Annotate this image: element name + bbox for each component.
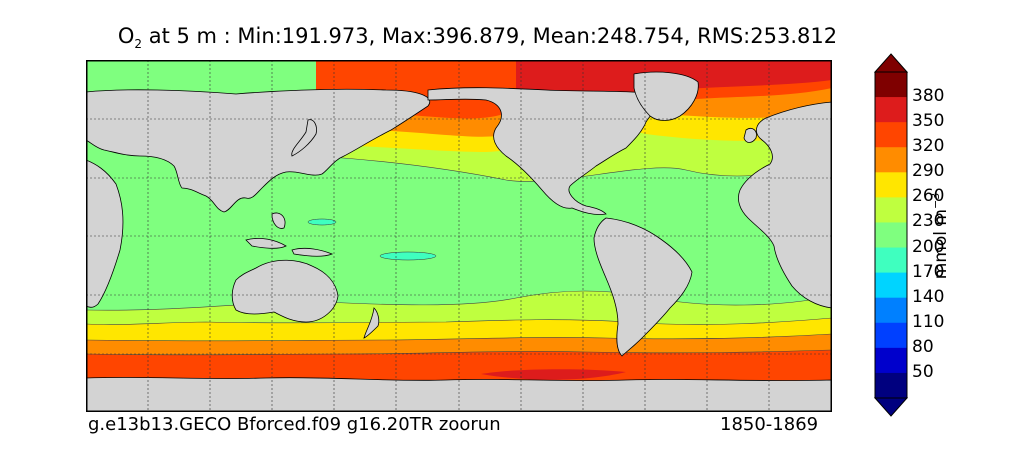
colorbar-segment-8 — [875, 272, 907, 299]
title-variable-subscript: 2 — [134, 37, 143, 52]
landmass-europe-africa-east — [738, 101, 832, 309]
colorbar-segment-12 — [875, 372, 907, 399]
colorbar-segment-6 — [875, 222, 907, 249]
run-name: g.e13b13.GECO Bforced.f09 g16.20TR zooru… — [88, 414, 501, 435]
colorbar-tick-170: 170 — [912, 261, 945, 282]
units-text: mmol m — [930, 209, 951, 280]
colorbar-tick-140: 140 — [912, 286, 945, 307]
colorbar-segment-9 — [875, 297, 907, 324]
colorbar-segment-1 — [875, 97, 907, 123]
colorbar-tick-380: 380 — [912, 86, 945, 107]
title-stats: at 5 m : Min:191.973, Max:396.879, Mean:… — [142, 24, 838, 48]
colorbar-tick-290: 290 — [912, 161, 945, 182]
year-range: 1850-1869 — [720, 414, 819, 435]
colorbar-tick-350: 350 — [912, 111, 945, 132]
landmass-indonesia — [245, 212, 334, 257]
contour-lines — [86, 155, 832, 356]
colorbar-tick-260: 260 — [912, 186, 945, 207]
landmass-british-isles — [743, 128, 757, 143]
map-frame — [86, 60, 832, 412]
units-exponent: −3 — [929, 192, 943, 209]
graticule — [86, 60, 832, 412]
colorbar-segment-0 — [875, 72, 907, 98]
ocean-patch-170-b — [379, 251, 437, 261]
land-masses — [86, 71, 832, 412]
landmass-south-america — [593, 217, 693, 357]
ocean-oxygen-map — [86, 60, 832, 412]
colorbar-segment-10 — [875, 322, 907, 349]
colorbar-segment-7 — [875, 247, 907, 274]
ocean-patch-170-a — [307, 218, 337, 226]
landmass-africa-east — [86, 159, 124, 308]
colorbar — [873, 53, 909, 417]
landmass-eurasia-west — [86, 88, 431, 213]
colorbar-segment-3 — [875, 147, 907, 173]
landmass-antarctica — [86, 377, 832, 412]
colorbar-tick-50: 50 — [912, 361, 934, 382]
landmass-greenland — [633, 71, 699, 121]
colorbar-tick-80: 80 — [912, 336, 934, 357]
ocean-band-350-south — [481, 369, 626, 380]
colorbar-tick-200: 200 — [912, 236, 945, 257]
colorbar-max-triangle — [873, 53, 909, 73]
colorbar-tick-320: 320 — [912, 136, 945, 157]
colorbar-segments — [875, 72, 907, 399]
colorbar-tick-110: 110 — [912, 311, 945, 332]
colorbar-frame — [874, 71, 908, 399]
landmass-japan — [291, 119, 317, 157]
colorbar-tick-230: 230 — [912, 211, 945, 232]
colorbar-min-triangle — [873, 397, 909, 417]
title-variable: O — [117, 24, 135, 48]
colorbar-segment-4 — [875, 172, 907, 198]
landmass-new-zealand — [363, 307, 380, 339]
map-title: O2 at 5 m : Min:191.973, Max:396.879, Me… — [0, 24, 955, 51]
colorbar-units: mmol m−3 — [929, 193, 951, 279]
colorbar-segment-5 — [875, 197, 907, 223]
colorbar-segment-2 — [875, 122, 907, 148]
landmass-australia — [231, 259, 339, 323]
colorbar-segment-11 — [875, 347, 907, 374]
